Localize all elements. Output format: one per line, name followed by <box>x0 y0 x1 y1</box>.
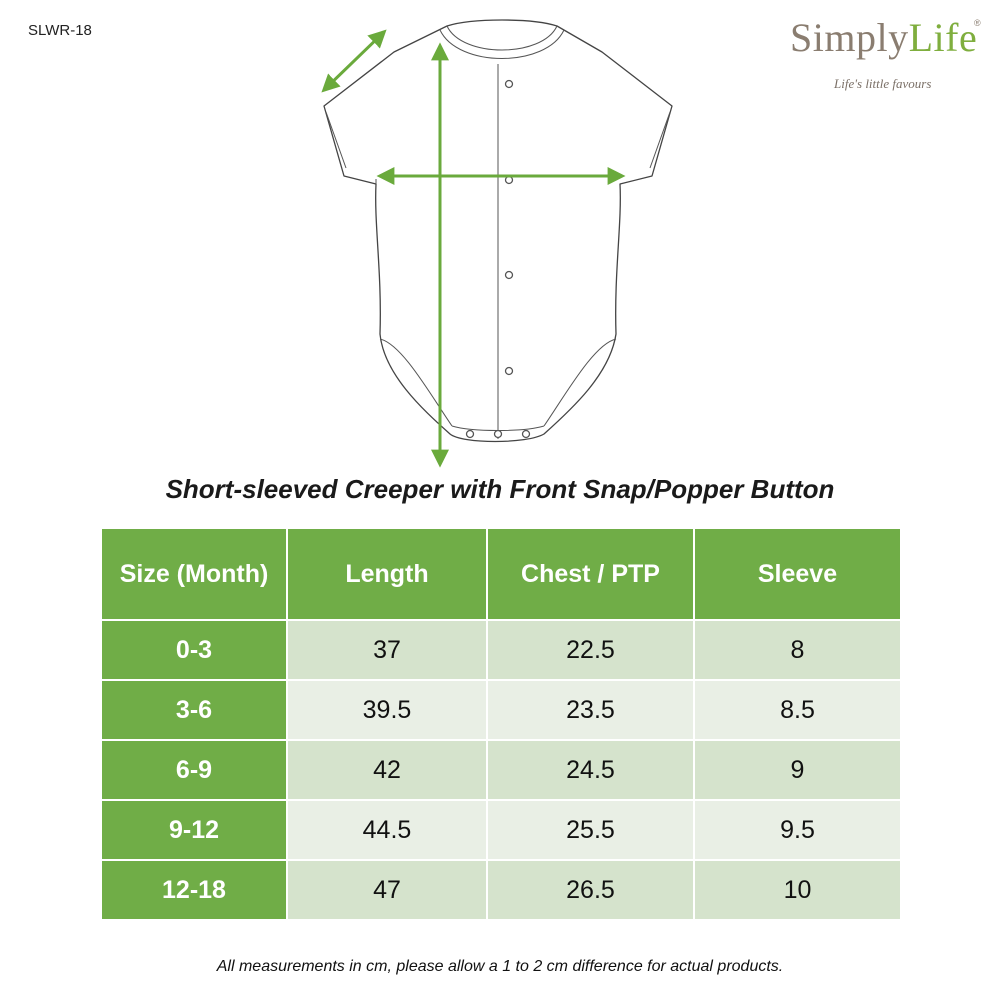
header-chest: Chest / PTP <box>486 527 695 621</box>
table-row: 12-18 47 26.5 10 <box>100 859 902 921</box>
chest-cell: 26.5 <box>486 859 695 921</box>
table-row: 6-9 42 24.5 9 <box>100 739 902 801</box>
size-cell: 12-18 <box>100 859 288 921</box>
logo-word-life: Life <box>908 15 978 60</box>
size-cell: 3-6 <box>100 679 288 741</box>
table-row: 0-3 37 22.5 8 <box>100 619 902 681</box>
logo-word-simply: Simply <box>790 15 909 60</box>
table-row: 9-12 44.5 25.5 9.5 <box>100 799 902 861</box>
product-title: Short-sleeved Creeper with Front Snap/Po… <box>165 474 835 504</box>
header-sleeve: Sleeve <box>693 527 902 621</box>
sleeve-arrow <box>321 29 387 93</box>
table-header-row: Size (Month) Length Chest / PTP Sleeve <box>100 527 902 621</box>
header-length: Length <box>286 527 488 621</box>
length-cell: 42 <box>286 739 488 801</box>
product-code: SLWR-18 <box>28 22 92 39</box>
chest-cell: 22.5 <box>486 619 695 681</box>
length-cell: 44.5 <box>286 799 488 861</box>
chest-cell: 23.5 <box>486 679 695 741</box>
creeper-diagram <box>321 19 673 468</box>
size-cell: 0-3 <box>100 619 288 681</box>
length-cell: 47 <box>286 859 488 921</box>
measurement-note: All measurements in cm, please allow a 1… <box>216 958 784 975</box>
sleeve-cell: 9.5 <box>693 799 902 861</box>
length-cell: 39.5 <box>286 679 488 741</box>
size-cell: 9-12 <box>100 799 288 861</box>
size-chart-table: Size (Month) Length Chest / PTP Sleeve 0… <box>100 527 902 921</box>
sleeve-cell: 9 <box>693 739 902 801</box>
table-row: 3-6 39.5 23.5 8.5 <box>100 679 902 741</box>
size-cell: 6-9 <box>100 739 288 801</box>
sleeve-cell: 8 <box>693 619 902 681</box>
brand-logo: SimplyLife ® Life's little favours <box>788 14 988 94</box>
measurement-arrows <box>321 29 626 468</box>
length-cell: 37 <box>286 619 488 681</box>
logo-wordmark: SimplyLife <box>790 18 977 58</box>
sleeve-cell: 10 <box>693 859 902 921</box>
chest-cell: 24.5 <box>486 739 695 801</box>
logo-tagline: Life's little favours <box>834 76 932 91</box>
chest-cell: 25.5 <box>486 799 695 861</box>
sleeve-cell: 8.5 <box>693 679 902 741</box>
header-size: Size (Month) <box>100 527 288 621</box>
logo-registered-mark: ® <box>974 18 981 28</box>
